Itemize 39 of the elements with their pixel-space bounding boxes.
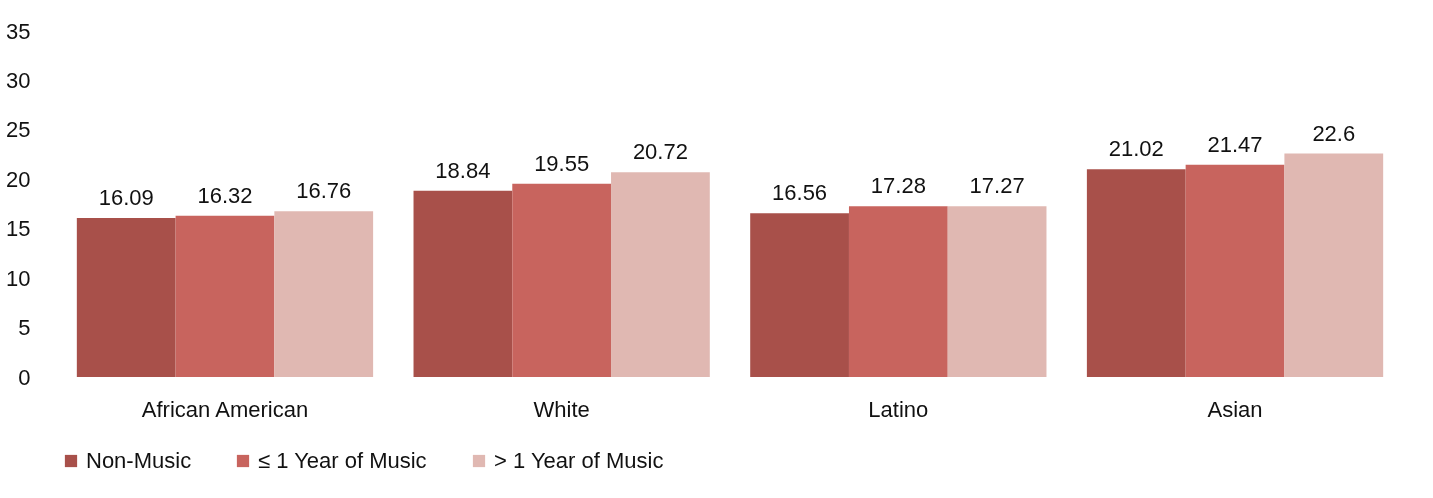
data-label: 17.27 — [969, 173, 1025, 199]
x-tick-label: White — [533, 396, 590, 422]
bar — [848, 206, 948, 377]
data-label: 16.32 — [197, 182, 253, 208]
y-tick-label: 15 — [6, 216, 31, 242]
data-label: 22.6 — [1312, 120, 1356, 146]
bar — [1284, 153, 1384, 377]
y-tick-label: 25 — [6, 117, 31, 143]
bar — [947, 206, 1047, 377]
bar — [512, 183, 612, 377]
bar — [1185, 164, 1285, 377]
bar — [175, 215, 275, 377]
y-tick-label: 30 — [6, 67, 31, 93]
x-tick-label: African American — [141, 396, 309, 422]
data-label: 16.56 — [772, 180, 828, 206]
data-label: 19.55 — [534, 150, 590, 176]
bar — [274, 211, 374, 377]
y-tick-label: 0 — [18, 364, 31, 390]
bar — [1086, 169, 1186, 377]
data-label: 17.28 — [870, 173, 926, 199]
x-tick-label: Asian — [1207, 396, 1263, 422]
y-tick-label: 5 — [18, 315, 31, 341]
data-label: 16.76 — [296, 178, 352, 204]
legend-label: ≤ 1 Year of Music — [258, 448, 427, 473]
bar — [76, 217, 176, 377]
y-tick-label: 20 — [6, 166, 31, 192]
bar — [750, 213, 849, 377]
bar — [413, 190, 513, 377]
bar — [611, 172, 710, 377]
legend-label: Non-Music — [86, 448, 192, 473]
legend-label: > 1 Year of Music — [494, 448, 664, 473]
data-label: 21.47 — [1207, 131, 1263, 157]
data-label: 16.09 — [98, 184, 154, 210]
x-tick-label: Latino — [868, 396, 929, 422]
y-tick-label: 10 — [6, 265, 31, 291]
data-label: 18.84 — [435, 157, 491, 183]
y-tick-label: 35 — [6, 18, 31, 44]
data-label: 20.72 — [632, 139, 688, 165]
data-label: 21.02 — [1108, 136, 1164, 162]
